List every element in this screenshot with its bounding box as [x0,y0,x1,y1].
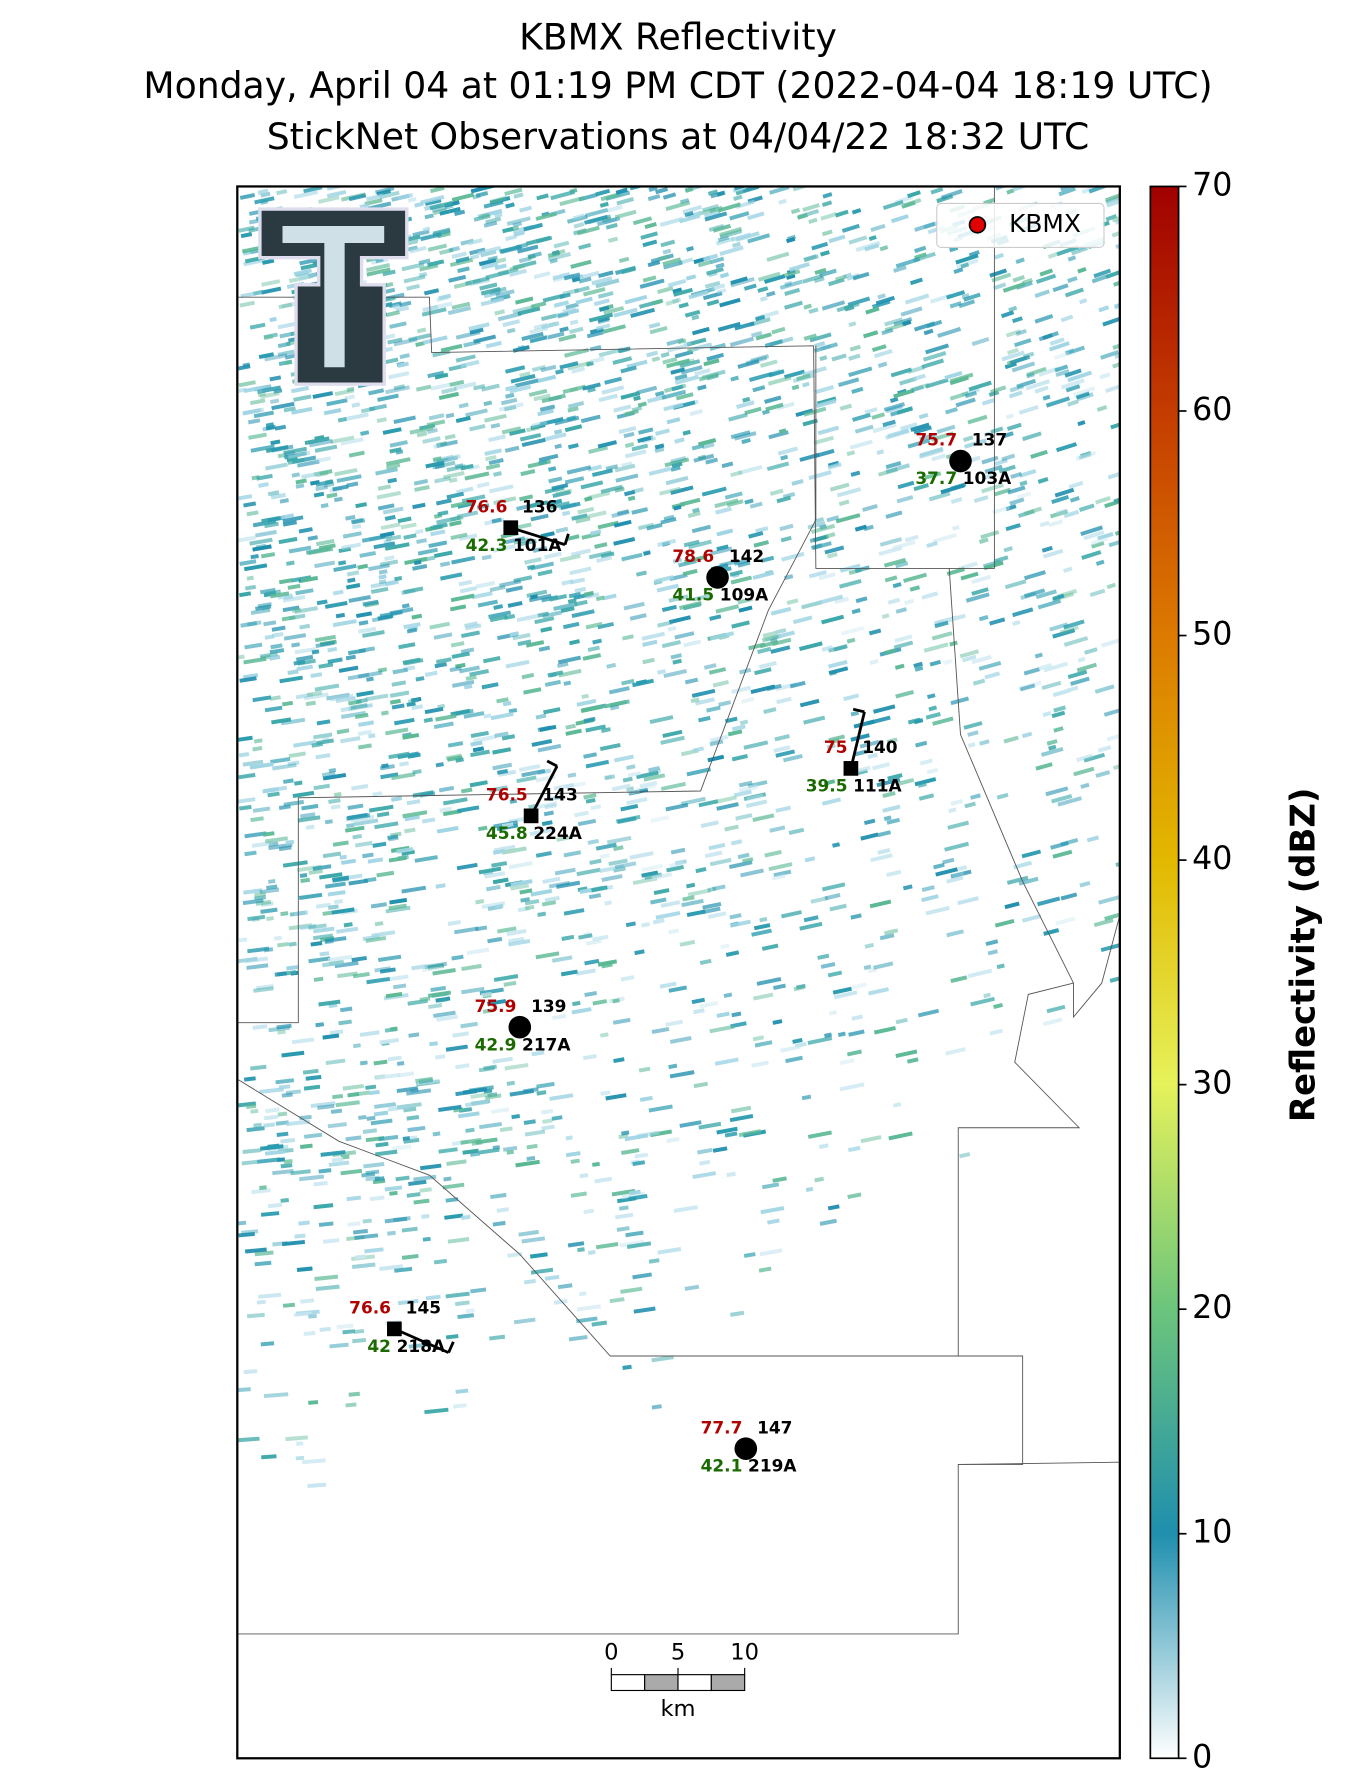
temperature: 76.5 [486,785,528,805]
legend-marker [968,216,987,234]
colorbar-tick-label: 40 [1192,841,1232,877]
station-marker [508,1015,532,1039]
wind-barb [563,533,570,546]
subtitle: Monday, April 04 at 01:19 PM CDT (2022-0… [143,64,1212,107]
temperature: 77.7 [701,1417,743,1437]
stations: 75.7 137 37.7 103A 76.6 136 42.3 101A 78.6 142 41.… [349,430,1012,1476]
temperature: 75.7 [915,430,957,450]
temperature: 75.9 [475,996,517,1016]
station-id: 219A [748,1456,797,1476]
colorbar-label: Reflectivity (dBZ) [1284,788,1323,1123]
station-id: 109A [720,585,769,605]
scale-tick-label: 10 [730,1640,759,1666]
wind-barb [849,711,866,769]
dewpoint: 42.3 [466,535,508,555]
wind-barb [529,765,559,817]
logo [258,207,409,386]
radar-echoes [237,186,1120,1489]
colorbar-tick-label: 30 [1192,1066,1232,1102]
station-value: 147 [757,1417,792,1437]
temperature: 78.6 [672,546,714,566]
station-value: 145 [406,1298,441,1318]
legend-box [936,202,1105,249]
map-frame [236,185,1121,1760]
wind-barb [852,707,865,714]
colorbar-tick-label: 60 [1192,392,1232,428]
dewpoint: 37.7 [915,468,957,488]
dewpoint: 39.5 [806,775,848,795]
colorbar-tick-label: 70 [1192,167,1232,203]
dewpoint: 41.5 [672,585,714,605]
colorbar-tick-label: 50 [1192,617,1232,653]
colorbar-tick-label: 0 [1192,1739,1212,1770]
station-marker [734,1437,758,1460]
subtitle: StickNet Observations at 04/04/22 18:32 … [267,115,1090,158]
wind-barb [510,526,566,547]
wind-barb [447,1341,455,1354]
legend-label: KBMX [1009,209,1081,238]
station-id: 224A [533,823,582,843]
dewpoint: 45.8 [486,823,528,843]
dewpoint: 42 [367,1336,391,1356]
station-marker [843,761,859,776]
station-id: 111A [853,775,902,795]
station-marker [706,566,729,589]
title: KBMX Reflectivity [519,16,837,59]
station-value: 140 [862,737,897,757]
county-lines [237,186,1120,1635]
station-id: 217A [522,1034,571,1054]
temperature: 76.6 [466,496,508,516]
station-marker [387,1321,402,1337]
station-id: 101A [513,535,562,555]
station-marker [949,449,972,473]
station-value: 136 [522,496,557,516]
station-marker [503,520,519,536]
station-id: 103A [963,468,1012,488]
dewpoint: 42.9 [475,1034,517,1054]
station-marker [523,808,539,824]
colorbar-tick-label: 10 [1192,1515,1232,1551]
colorbar-ticks: 0 10 20 30 40 50 60 70 [1178,167,1232,1770]
temperature: 76.6 [349,1298,391,1318]
wind-barb [546,759,558,768]
wind-barb [393,1327,450,1354]
station-value: 137 [972,430,1007,450]
scale-segment [610,1674,646,1692]
scale-segment [644,1674,679,1692]
station-id: 218A [397,1336,446,1356]
scale-tick-label: 0 [604,1640,618,1666]
station-value: 142 [729,546,764,566]
station-value: 139 [531,996,566,1016]
dewpoint: 42.1 [701,1456,743,1476]
scale-bar: 0 5 10 km [604,1640,759,1723]
scale-segment [677,1674,712,1692]
scale-unit: km [660,1696,695,1722]
scale-tick-label: 5 [671,1640,685,1666]
temperature: 75 [824,737,848,757]
colorbar-tick-label: 20 [1192,1290,1232,1326]
scale-segment [710,1674,746,1692]
colorbar [1149,185,1180,1760]
station-value: 143 [542,785,577,805]
